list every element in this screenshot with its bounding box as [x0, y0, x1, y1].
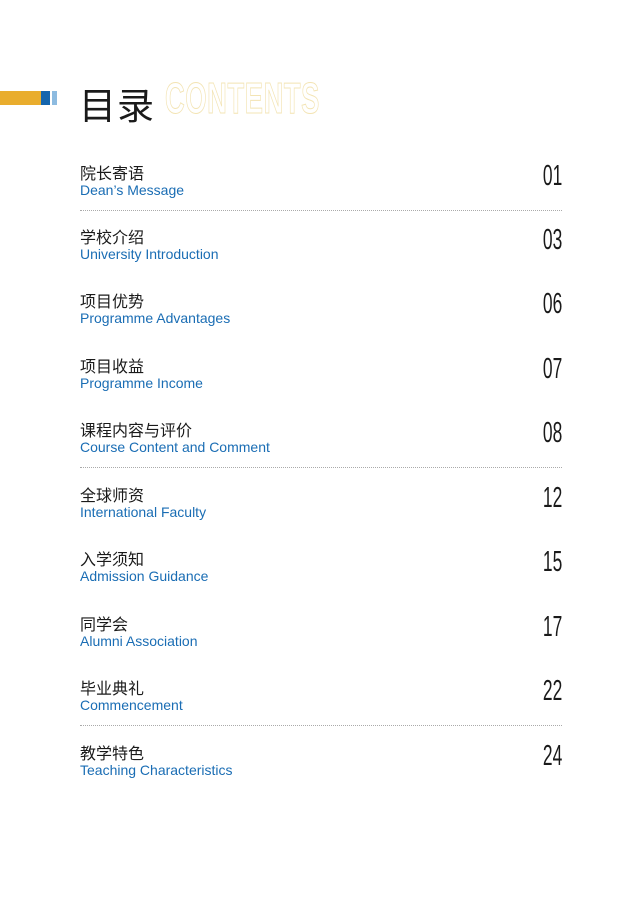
toc-entry[interactable]: 项目优势 Programme Advantages 06 — [80, 288, 562, 352]
toc-entry[interactable]: 入学须知 Admission Guidance 15 — [80, 546, 562, 610]
entry-title-en: University Introduction — [80, 246, 219, 262]
entry-title-cn: 项目收益 — [80, 357, 145, 376]
entry-page-number: 22 — [542, 675, 562, 707]
entry-title-en: Dean’s Message — [80, 182, 185, 198]
entry-title-cn: 院长寄语 — [80, 164, 145, 183]
entry-title-cn: 项目优势 — [80, 292, 145, 311]
divider — [80, 725, 562, 726]
page-title-en: CONTENTS — [165, 74, 320, 124]
entry-page-number: 07 — [542, 353, 562, 385]
entry-page-number: 17 — [542, 611, 562, 643]
divider — [80, 210, 562, 211]
entry-title-en: Alumni Association — [80, 633, 198, 649]
entry-title-cn: 同学会 — [80, 615, 129, 634]
entry-page-number: 24 — [542, 740, 562, 772]
entry-title-cn: 学校介绍 — [80, 228, 145, 247]
divider — [80, 467, 562, 468]
entry-title-cn: 全球师资 — [80, 486, 145, 505]
page-title-cn: 目录 — [79, 85, 155, 128]
decor-bar-orange — [0, 91, 41, 105]
entry-page-number: 08 — [542, 417, 562, 449]
entry-title-en: Teaching Characteristics — [80, 762, 233, 778]
toc-entry[interactable]: 同学会 Alumni Association 17 — [80, 611, 562, 675]
entry-title-cn: 入学须知 — [80, 550, 145, 569]
entry-page-number: 12 — [542, 482, 562, 514]
entry-page-number: 15 — [542, 546, 562, 578]
entry-title-en: Course Content and Comment — [80, 439, 270, 455]
toc-entry[interactable]: 项目收益 Programme Income 07 — [80, 353, 562, 417]
toc-entry[interactable]: 课程内容与评价 Course Content and Comment 08 — [80, 417, 562, 481]
toc-entry[interactable]: 教学特色 Teaching Characteristics 24 — [80, 740, 562, 804]
decor-bar-light-blue — [52, 91, 57, 105]
entry-page-number: 03 — [542, 224, 562, 256]
toc-entry[interactable]: 院长寄语 Dean’s Message 01 — [80, 160, 562, 224]
toc-entry[interactable]: 学校介绍 University Introduction 03 — [80, 224, 562, 288]
entry-title-en: Admission Guidance — [80, 568, 209, 584]
entry-title-cn: 毕业典礼 — [80, 679, 145, 698]
entry-title-en: Programme Advantages — [80, 310, 231, 326]
entry-title-en: Commencement — [80, 697, 183, 713]
entry-title-cn: 教学特色 — [80, 744, 145, 763]
entry-title-en: Programme Income — [80, 375, 203, 391]
entry-title-en: International Faculty — [80, 504, 207, 520]
entry-title-cn: 课程内容与评价 — [80, 421, 193, 440]
entry-page-number: 01 — [542, 160, 562, 192]
toc-entry[interactable]: 毕业典礼 Commencement 22 — [80, 675, 562, 739]
toc-entry[interactable]: 全球师资 International Faculty 12 — [80, 482, 562, 546]
entry-page-number: 06 — [542, 288, 562, 320]
decor-bar-blue — [41, 91, 50, 105]
